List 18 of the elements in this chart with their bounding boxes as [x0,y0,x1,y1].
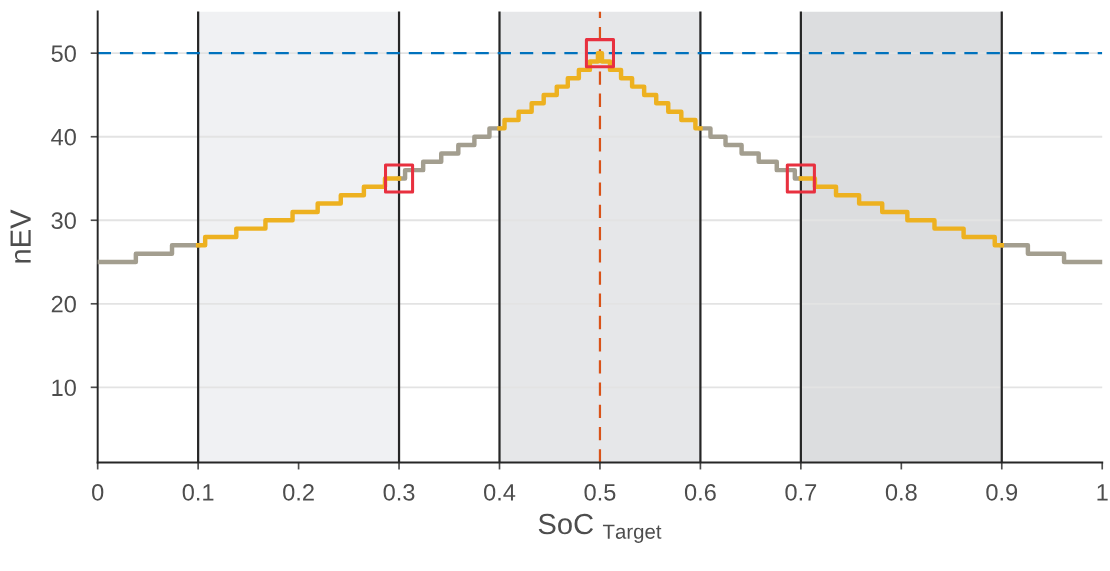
x-tick-label: 0.9 [986,483,1018,501]
x-tick-label: 0.6 [684,483,716,501]
y-tick-label: 30 [51,212,76,230]
x-tick-label: 1 [1097,484,1108,501]
x-tick-label: 0.1 [182,483,214,501]
x-tick-label: 0.5 [584,483,616,501]
x-axis-title: SoC $_{Target}$ [538,513,662,543]
y-tick-label: 40 [51,128,76,146]
x-tick-label: 0.4 [484,483,516,501]
y-tick-label: 20 [51,295,76,313]
x-tick-label: 0.2 [283,483,314,501]
x-tick-label: 0.8 [885,483,917,501]
x-tick-label: 0.7 [785,483,817,501]
x-tick-label: 0 [92,483,104,501]
y-tick-label: 10 [52,379,76,397]
x-tick-label: 0.3 [383,483,415,501]
y-axis-title: nEV [10,209,31,263]
y-tick-label: 50 [51,45,76,62]
